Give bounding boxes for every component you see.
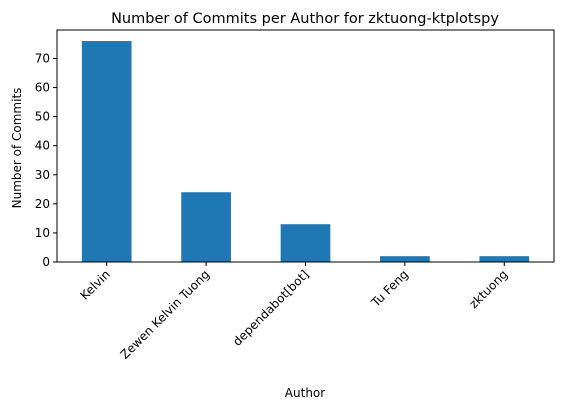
- y-axis-ticks: 0 10 20 30 40 50 60 70: [35, 51, 57, 269]
- y-tick-label: 30: [35, 168, 50, 182]
- y-tick-label: 50: [35, 110, 50, 124]
- bar-0: [81, 41, 132, 262]
- bar-4: [479, 256, 530, 262]
- plot-frame: [56, 29, 555, 263]
- x-axis-label: Author: [285, 386, 325, 400]
- y-tick-label: 70: [35, 51, 50, 65]
- bar-1: [181, 192, 231, 262]
- y-tick-label: 10: [35, 226, 50, 240]
- y-tick-label: 0: [42, 255, 50, 269]
- y-tick-label: 60: [35, 81, 50, 95]
- y-tick-label: 20: [35, 197, 50, 211]
- bars-layer: [81, 41, 530, 262]
- chart-title: Number of Commits per Author for zktuong…: [111, 11, 499, 27]
- y-axis-label: Number of Commits: [10, 88, 24, 209]
- bar-2: [280, 224, 331, 262]
- y-tick-label: 40: [35, 139, 50, 153]
- bar-3: [380, 256, 430, 262]
